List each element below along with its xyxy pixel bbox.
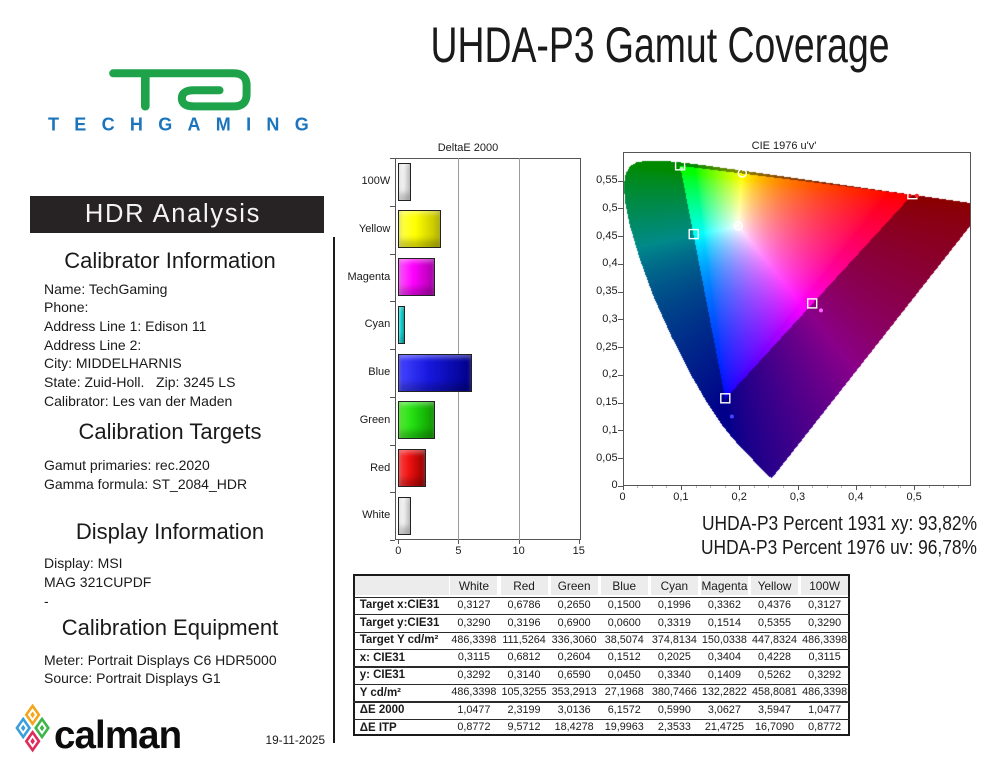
svg-text:calman: calman — [54, 714, 181, 757]
svg-text:TECHGAMING: TECHGAMING — [48, 115, 320, 135]
